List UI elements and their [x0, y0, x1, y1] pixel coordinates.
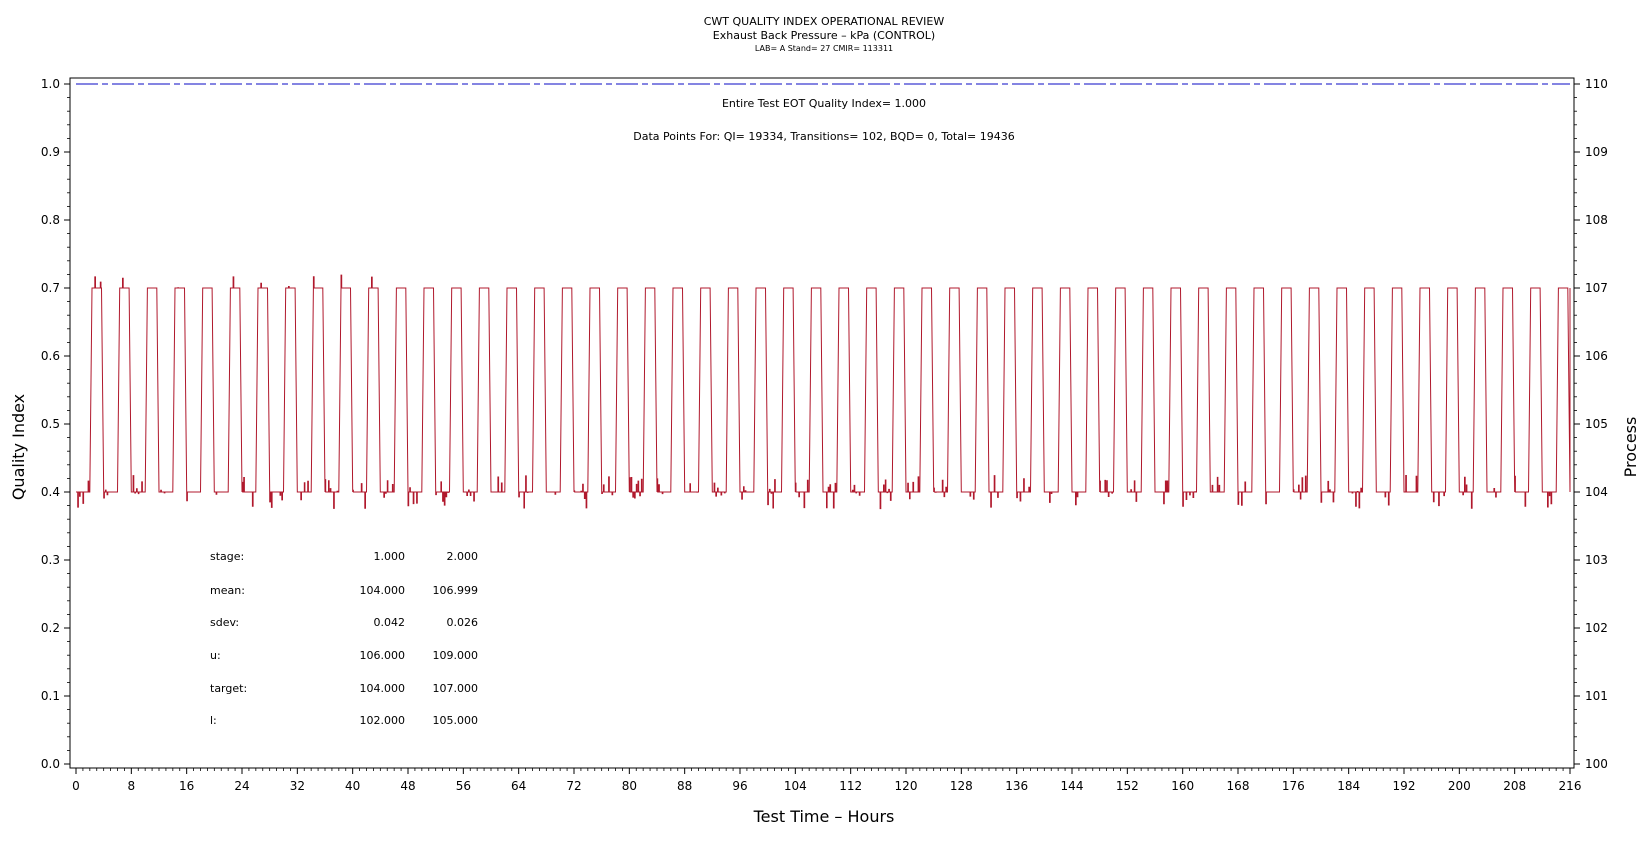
stats-col1-value: 104.000 [360, 682, 406, 695]
y-right-tick-label: 100 [1585, 757, 1608, 771]
stats-col2-value: 0.026 [447, 616, 479, 629]
process-step-line [76, 274, 1571, 510]
y-right-tick-label: 102 [1585, 621, 1608, 635]
x-tick-label: 128 [950, 779, 973, 793]
x-tick-label: 16 [179, 779, 194, 793]
stats-label: stage: [210, 550, 244, 563]
y-left-tick-label: 0.1 [41, 689, 60, 703]
x-tick-label: 88 [677, 779, 692, 793]
y-axis-label-right: Process [1621, 417, 1640, 478]
x-tick-label: 64 [511, 779, 526, 793]
stats-label: sdev: [210, 616, 239, 629]
x-tick-label: 80 [622, 779, 637, 793]
y-right-tick-label: 101 [1585, 689, 1608, 703]
x-tick-label: 168 [1227, 779, 1250, 793]
x-tick-label: 8 [128, 779, 136, 793]
x-tick-label: 96 [732, 779, 747, 793]
y-left-tick-label: 0.8 [41, 213, 60, 227]
x-tick-label: 200 [1448, 779, 1471, 793]
x-tick-label: 120 [895, 779, 918, 793]
x-tick-label: 192 [1393, 779, 1416, 793]
y-left-tick-label: 0.2 [41, 621, 60, 635]
x-tick-label: 112 [839, 779, 862, 793]
x-tick-label: 104 [784, 779, 807, 793]
x-tick-label: 72 [566, 779, 581, 793]
stats-col2-value: 105.000 [433, 714, 479, 727]
x-tick-label: 144 [1061, 779, 1084, 793]
x-tick-label: 40 [345, 779, 360, 793]
plot-frame [69, 77, 1575, 769]
x-tick-label: 176 [1282, 779, 1305, 793]
x-tick-label: 184 [1337, 779, 1360, 793]
x-tick-label: 48 [400, 779, 415, 793]
y-right-tick-label: 105 [1585, 417, 1608, 431]
stats-col1-value: 102.000 [360, 714, 406, 727]
stats-label: u: [210, 649, 221, 662]
stats-col1-value: 1.000 [374, 550, 406, 563]
stats-col1-value: 106.000 [360, 649, 406, 662]
y-right-tick-label: 103 [1585, 553, 1608, 567]
x-tick-label: 32 [290, 779, 305, 793]
y-right-tick-label: 104 [1585, 485, 1608, 499]
x-axis-label: Test Time – Hours [753, 807, 895, 826]
x-tick-label: 136 [1005, 779, 1028, 793]
y-left-tick-label: 0.3 [41, 553, 60, 567]
stats-col2-value: 106.999 [433, 584, 479, 597]
y-left-tick-label: 0.6 [41, 349, 60, 363]
y-right-tick-label: 107 [1585, 281, 1608, 295]
data-points-annotation: Data Points For: QI= 19334, Transitions=… [633, 130, 1015, 143]
x-tick-label: 56 [456, 779, 471, 793]
quality-index-annotation: Entire Test EOT Quality Index= 1.000 [722, 97, 926, 110]
y-axis-label-left: Quality Index [9, 394, 28, 500]
x-tick-label: 24 [234, 779, 249, 793]
chart-subtitle-2: LAB= A Stand= 27 CMIR= 113311 [755, 44, 893, 53]
stats-col2-value: 107.000 [433, 682, 479, 695]
stats-col1-value: 0.042 [374, 616, 406, 629]
x-tick-label: 216 [1559, 779, 1582, 793]
y-left-tick-label: 0.5 [41, 417, 60, 431]
x-tick-label: 208 [1503, 779, 1526, 793]
chart-title: CWT QUALITY INDEX OPERATIONAL REVIEW [704, 15, 945, 28]
y-right-tick-label: 106 [1585, 349, 1608, 363]
y-left-tick-label: 0.4 [41, 485, 60, 499]
x-tick-label: 160 [1171, 779, 1194, 793]
stats-col2-value: 2.000 [447, 550, 479, 563]
stats-label: l: [210, 714, 217, 727]
y-right-tick-label: 109 [1585, 145, 1608, 159]
chart-subtitle: Exhaust Back Pressure – kPa (CONTROL) [713, 29, 935, 42]
y-left-tick-label: 0.7 [41, 281, 60, 295]
stats-col2-value: 109.000 [433, 649, 479, 662]
y-right-tick-label: 108 [1585, 213, 1608, 227]
stats-label: target: [210, 682, 247, 695]
y-left-tick-label: 0.0 [41, 757, 60, 771]
y-right-tick-label: 110 [1585, 77, 1608, 91]
y-left-tick-label: 1.0 [41, 77, 60, 91]
stats-label: mean: [210, 584, 245, 597]
stats-col1-value: 104.000 [360, 584, 406, 597]
x-tick-label: 0 [72, 779, 80, 793]
x-tick-label: 152 [1116, 779, 1139, 793]
stats-table: stage: 1.000 2.000 mean: 104.000 106.999 sdev:… [210, 550, 478, 727]
y-left-tick-label: 0.9 [41, 145, 60, 159]
